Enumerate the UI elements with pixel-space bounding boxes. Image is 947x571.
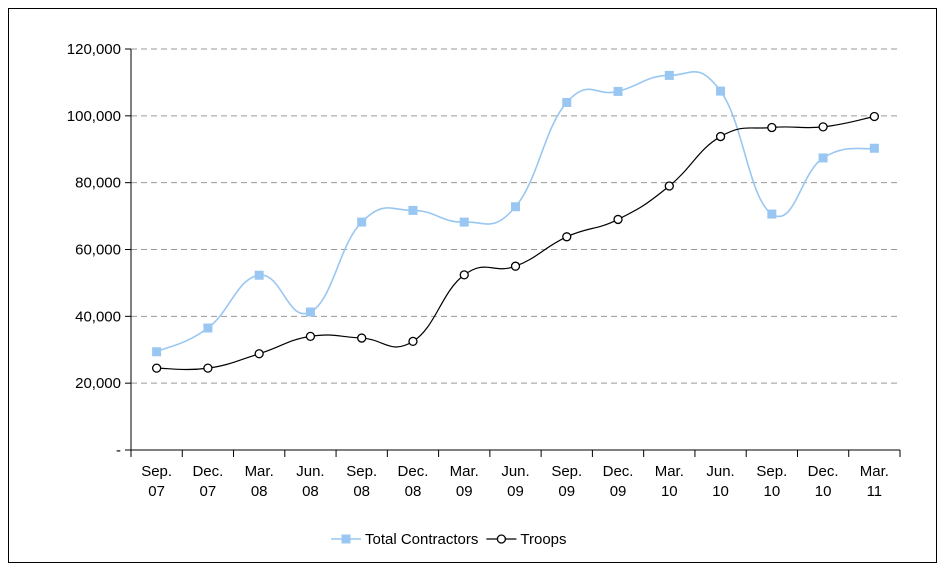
legend-marker [496,534,507,544]
x-tick-label: Sep. 09 [551,463,582,500]
data-point-total-contractors [203,323,213,333]
legend: Total Contractors Troops [331,531,567,548]
data-point-troops [818,122,828,132]
data-point-troops [254,349,264,359]
x-tick-label: Sep. 10 [756,463,787,500]
data-point-troops [305,331,316,342]
x-tick-label: Mar. 08 [245,463,274,500]
series-total-contractors [152,70,879,357]
data-point-troops [767,122,777,133]
legend-marker [341,534,351,544]
data-point-total-contractors [869,143,879,153]
axes: - 20,000 40,000 60,000 80,000 100,000 120,000 S… [67,41,901,500]
x-tick-label: Jun. 09 [501,463,529,500]
x-tick-label: Jun. 10 [706,463,734,500]
data-point-total-contractors [716,86,726,96]
x-tick-label: Mar. 10 [655,463,684,500]
data-point-troops [562,232,572,242]
x-tick-label: Mar. 09 [450,463,479,500]
data-point-total-contractors [459,217,469,227]
data-point-total-contractors [562,97,572,107]
data-point-troops [203,363,213,373]
x-tick-label: Sep. 08 [346,463,377,500]
y-tick-label: 100,000 [67,108,121,125]
y-tick-label: 20,000 [75,375,121,392]
series [151,70,880,373]
data-point-troops [357,333,367,343]
data-point-troops [459,270,469,280]
series-line-troops [156,115,875,371]
x-tick-label: Dec. 07 [192,463,223,500]
data-point-total-contractors [408,205,418,215]
y-tick-label: 40,000 [75,308,121,325]
x-tick-label: Jun. 08 [296,463,324,500]
data-point-total-contractors [664,70,674,80]
y-tick-label: 80,000 [75,175,121,192]
data-point-total-contractors [511,202,520,212]
x-tick-label: Dec. 09 [603,463,634,500]
series-line-total-contractors [156,71,875,353]
data-point-total-contractors [818,153,828,163]
line-chart: - 20,000 40,000 60,000 80,000 100,000 120,000 S… [67,41,901,548]
data-point-total-contractors [152,347,162,357]
chart-frame: - 20,000 40,000 60,000 80,000 100,000 120,000 S… [8,8,937,563]
data-point-total-contractors [357,217,367,227]
data-point-troops [664,181,674,191]
data-point-troops [715,131,726,142]
legend-item-total-contractors: Total Contractors [331,531,478,548]
y-tick-label: 120,000 [67,41,121,58]
data-point-total-contractors [305,307,315,317]
gridlines [131,48,900,384]
x-tick-label: Dec. 10 [808,463,839,500]
data-point-total-contractors [767,209,777,219]
series-troops [151,111,880,373]
data-point-troops [151,363,162,373]
y-tick-label: - [116,442,121,459]
data-point-troops [869,111,880,122]
data-point-troops [510,261,521,271]
y-tick-label: 60,000 [75,242,121,259]
x-tick-label: Sep. 07 [141,463,172,500]
x-tick-label: Dec. 08 [398,463,429,500]
data-point-total-contractors [254,270,264,280]
data-point-troops [408,336,418,347]
data-point-total-contractors [613,86,623,96]
data-point-troops [613,214,623,225]
legend-label: Total Contractors [365,531,478,548]
x-tick-label: Mar. 11 [860,463,889,500]
legend-label: Troops [520,531,566,548]
legend-item-troops: Troops [486,531,567,548]
